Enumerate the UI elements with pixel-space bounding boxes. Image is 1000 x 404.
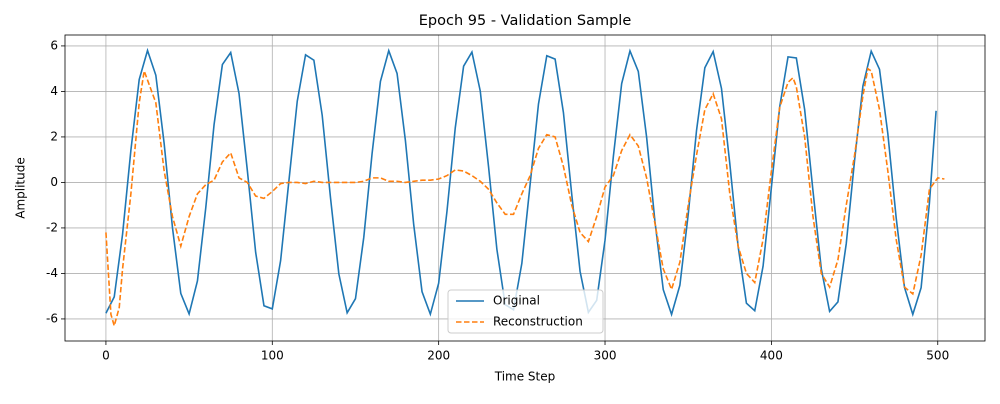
y-axis-label: Amplitude [14,157,28,219]
plot-frame [64,34,986,342]
x-tick-label: 100 [261,349,284,363]
y-tick-label: -4 [46,266,58,280]
legend-label: Reconstruction [493,315,583,329]
y-tick-label: 6 [50,38,58,52]
x-tick-label: 200 [427,349,450,363]
x-axis-label: Time Step [494,370,556,384]
series-line [105,67,945,329]
chart-title: Epoch 95 - Validation Sample [419,13,632,29]
legend-box [447,289,604,334]
y-tick-label: -6 [46,311,58,325]
series-line [105,47,937,318]
y-tick-label: -2 [46,220,58,234]
y-tick-label: 4 [50,84,58,98]
x-tick-label: 0 [102,349,110,363]
x-tick-label: 300 [594,349,617,363]
x-tick-label: 500 [926,349,949,363]
x-tick-label: 400 [760,349,783,363]
legend-label: Original [493,294,540,308]
y-tick-label: 2 [50,129,58,143]
y-tick-label: 0 [50,175,58,189]
